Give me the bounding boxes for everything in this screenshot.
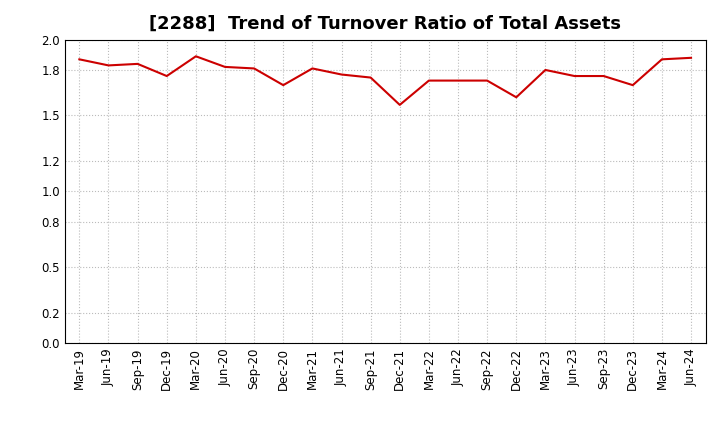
- Title: [2288]  Trend of Turnover Ratio of Total Assets: [2288] Trend of Turnover Ratio of Total …: [149, 15, 621, 33]
